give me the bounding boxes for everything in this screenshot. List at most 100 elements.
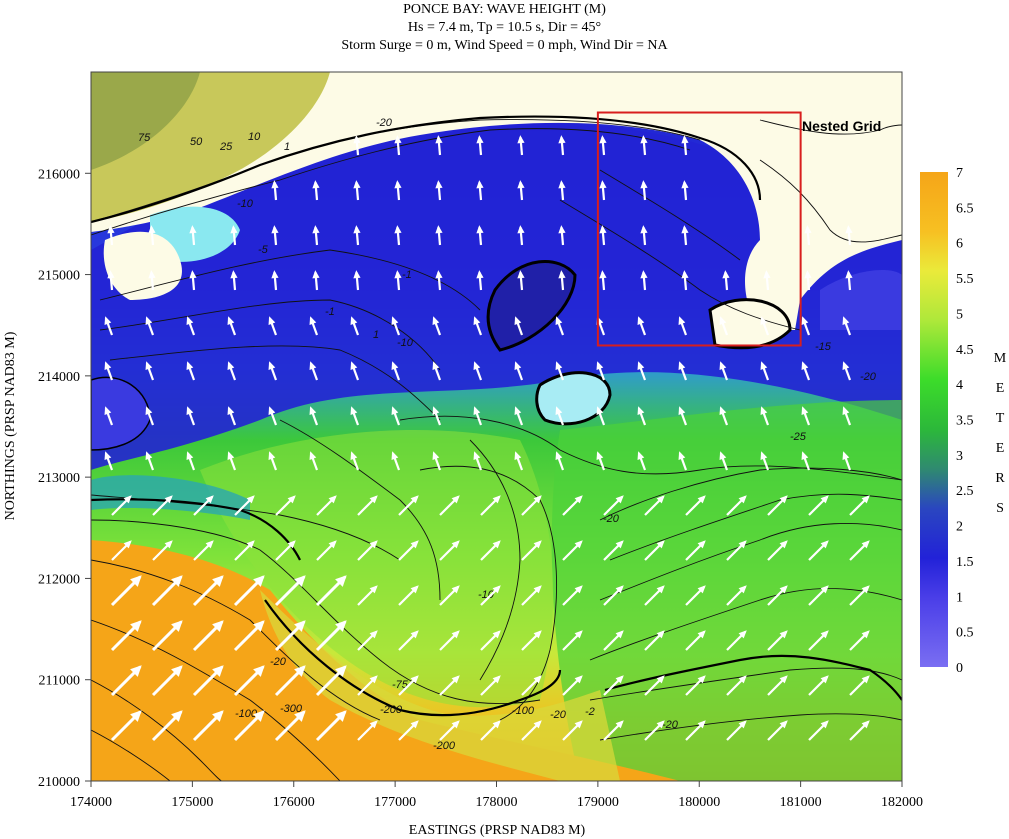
- wave-arrow: [110, 575, 142, 607]
- colorbar-tick-label: 0.5: [956, 626, 974, 641]
- wave-arrow: [685, 540, 706, 561]
- wave-arrow: [234, 495, 255, 516]
- wave-arrow: [849, 585, 870, 606]
- wave-arrow: [189, 225, 197, 246]
- wave-arrow: [227, 361, 237, 381]
- wave-arrow: [432, 316, 442, 336]
- wave-arrow: [842, 361, 852, 381]
- wave-arrow: [521, 675, 542, 696]
- y-axis: 210000 211000 212000 213000 214000 215000 2160…: [38, 167, 91, 790]
- wave-arrow: [842, 406, 852, 426]
- wave-arrow: [681, 270, 689, 291]
- wave-arrow: [681, 180, 689, 201]
- wave-arrow: [439, 630, 460, 651]
- colorbar-label-letter: E: [996, 441, 1005, 456]
- map-plot-area: 75 50 25 10 1 -20 -10 -5 -1 1 -10 -1 -15 -20 -25 -20 -10…: [91, 72, 902, 781]
- colorbar-tick-label: 6: [956, 237, 963, 252]
- wave-arrow: [230, 225, 238, 246]
- contour-label: -20: [603, 513, 620, 525]
- contour-label: -10: [237, 198, 254, 210]
- wave-arrow: [476, 135, 484, 156]
- wave-arrow: [599, 135, 607, 156]
- contour-labels: 75 50 25 10 1 -20 -10 -5 -1 1 -10 -1 -15 -20 -25 -20 -10…: [138, 117, 877, 752]
- wave-arrow: [685, 585, 706, 606]
- wave-arrow: [111, 540, 132, 561]
- wave-arrow: [152, 495, 173, 516]
- wave-arrow: [398, 495, 419, 516]
- colorbar-tick-label: 2: [956, 520, 963, 535]
- wave-arrow: [521, 585, 542, 606]
- wave-arrow: [719, 406, 729, 426]
- wave-arrow: [350, 361, 360, 381]
- y-tick-label: 211000: [39, 674, 80, 689]
- wave-arrow: [640, 270, 648, 291]
- wave-arrow: [353, 180, 361, 201]
- wave-arrow: [760, 316, 770, 336]
- wave-arrow: [681, 225, 689, 246]
- wave-arrow: [640, 180, 648, 201]
- wave-arrow: [480, 720, 501, 741]
- wave-arrow: [849, 630, 870, 651]
- wave-arrow: [230, 270, 238, 291]
- colorbar: [920, 172, 948, 667]
- wave-arrow: [274, 620, 306, 652]
- wave-arrow: [439, 585, 460, 606]
- wave-arrow: [637, 361, 647, 381]
- wave-arrow: [596, 406, 606, 426]
- wave-arrow: [808, 495, 829, 516]
- wave-arrow: [845, 270, 853, 291]
- colorbar-tick-label: 1.5: [956, 555, 974, 570]
- contour-label: -100: [512, 705, 535, 717]
- wave-arrow: [558, 225, 566, 246]
- wave-arrow: [151, 620, 183, 652]
- headland-east: [708, 298, 792, 350]
- wave-arrow: [476, 225, 484, 246]
- wave-arrow: [315, 665, 347, 697]
- wave-arrow: [760, 361, 770, 381]
- contour-label: -200: [433, 740, 456, 752]
- wave-arrow: [763, 270, 771, 291]
- wave-arrow: [104, 316, 114, 336]
- colorbar-tick-label: 5: [956, 307, 963, 322]
- wave-arrow: [801, 451, 811, 471]
- wave-arrow: [148, 225, 156, 246]
- wave-arrow: [685, 630, 706, 651]
- wave-arrow: [233, 710, 265, 742]
- wave-arrow: [309, 451, 319, 471]
- wave-arrow: [394, 270, 402, 291]
- wave-arrow: [394, 135, 402, 156]
- wave-arrow: [767, 540, 788, 561]
- colorbar-tick-label: 3.5: [956, 414, 974, 429]
- wave-arrow: [842, 316, 852, 336]
- wave-arrow: [353, 225, 361, 246]
- wave-arrow: [558, 135, 566, 156]
- wave-arrow: [192, 710, 224, 742]
- wave-arrow: [394, 225, 402, 246]
- wave-arrow: [685, 720, 706, 741]
- wave-arrow: [315, 620, 347, 652]
- wave-arrow: [274, 710, 306, 742]
- east-bay-water: [820, 270, 902, 330]
- wave-arrow: [476, 270, 484, 291]
- contour-label: -15: [815, 341, 832, 353]
- wave-arrow: [110, 665, 142, 697]
- wave-arrow: [685, 675, 706, 696]
- colorbar-tick-label: 3: [956, 449, 963, 464]
- contour-label: -200: [380, 704, 403, 716]
- wave-arrow: [145, 451, 155, 471]
- wave-arrow: [726, 630, 747, 651]
- x-tick-label: 182000: [881, 795, 923, 810]
- wave-arrow: [845, 225, 853, 246]
- nested-grid-box: [596, 111, 802, 347]
- island-north: [486, 260, 577, 352]
- wave-arrow: [350, 451, 360, 471]
- wave-arrow: [767, 495, 788, 516]
- wave-arrow: [599, 270, 607, 291]
- wave-arrow: [644, 720, 665, 741]
- wave-arrow: [514, 451, 524, 471]
- wave-arrow: [808, 675, 829, 696]
- wave-arrow: [186, 361, 196, 381]
- colorbar-label-letter: R: [995, 471, 1005, 486]
- wave-arrow: [603, 540, 624, 561]
